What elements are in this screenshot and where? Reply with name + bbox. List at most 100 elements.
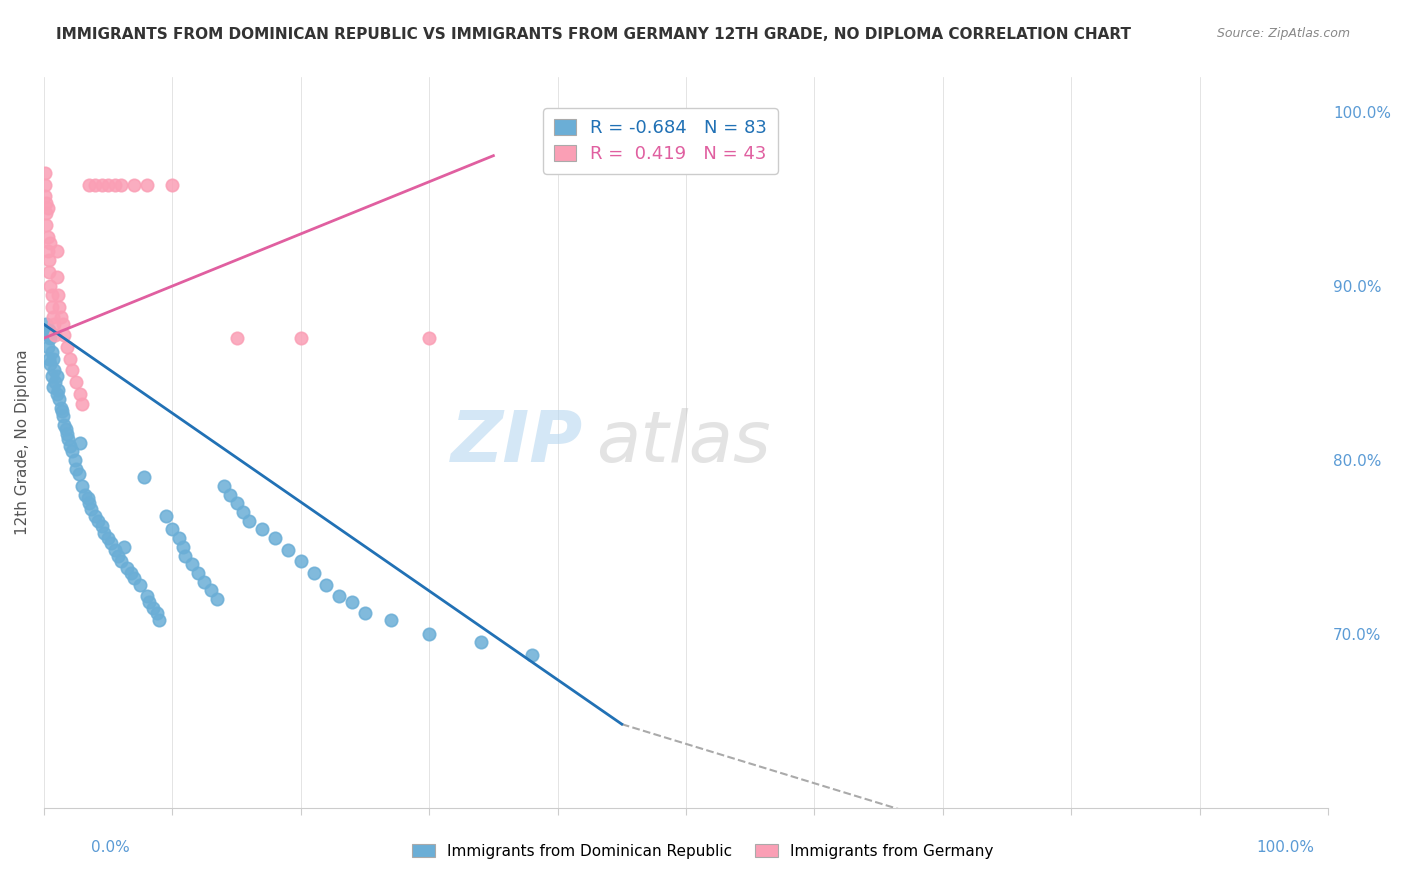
Point bbox=[51, 404, 73, 418]
Point bbox=[35, 195, 58, 210]
Point bbox=[37, 201, 59, 215]
Point bbox=[49, 310, 72, 325]
Point bbox=[380, 613, 402, 627]
Point bbox=[37, 327, 59, 342]
Point bbox=[73, 488, 96, 502]
Point bbox=[42, 352, 65, 367]
Point bbox=[302, 566, 325, 580]
Point bbox=[107, 549, 129, 563]
Point bbox=[110, 178, 132, 193]
Point bbox=[53, 418, 76, 433]
Point bbox=[44, 318, 66, 332]
Point bbox=[418, 331, 440, 345]
Point bbox=[65, 461, 87, 475]
Point bbox=[60, 444, 83, 458]
Point bbox=[277, 543, 299, 558]
Point bbox=[162, 178, 184, 193]
Point bbox=[207, 592, 229, 607]
Point bbox=[200, 583, 222, 598]
Point bbox=[84, 178, 107, 193]
Point bbox=[67, 467, 90, 481]
Point bbox=[180, 558, 202, 572]
Point bbox=[69, 387, 91, 401]
Point bbox=[52, 318, 75, 332]
Point bbox=[97, 178, 120, 193]
Point bbox=[44, 362, 66, 376]
Point bbox=[138, 595, 160, 609]
Text: 100.0%: 100.0% bbox=[1257, 840, 1315, 855]
Legend: R = -0.684   N = 83, R =  0.419   N = 43: R = -0.684 N = 83, R = 0.419 N = 43 bbox=[543, 108, 778, 174]
Point bbox=[34, 178, 56, 193]
Point bbox=[225, 496, 247, 510]
Point bbox=[55, 422, 77, 436]
Point bbox=[45, 369, 67, 384]
Point bbox=[35, 218, 58, 232]
Point bbox=[42, 310, 65, 325]
Point bbox=[84, 508, 107, 523]
Point bbox=[232, 505, 254, 519]
Point bbox=[354, 606, 377, 620]
Point bbox=[122, 178, 145, 193]
Point bbox=[34, 188, 56, 202]
Point bbox=[37, 244, 59, 259]
Point bbox=[80, 501, 103, 516]
Point bbox=[250, 523, 273, 537]
Point bbox=[41, 369, 63, 384]
Point bbox=[172, 540, 194, 554]
Point bbox=[48, 392, 70, 406]
Point bbox=[56, 340, 79, 354]
Point bbox=[122, 571, 145, 585]
Point bbox=[418, 626, 440, 640]
Text: Source: ZipAtlas.com: Source: ZipAtlas.com bbox=[1216, 27, 1350, 40]
Point bbox=[46, 384, 69, 398]
Point bbox=[38, 322, 60, 336]
Point bbox=[167, 531, 190, 545]
Point bbox=[132, 470, 155, 484]
Point bbox=[187, 566, 209, 580]
Point bbox=[290, 554, 312, 568]
Point bbox=[103, 178, 125, 193]
Point bbox=[35, 318, 58, 332]
Point bbox=[48, 300, 70, 314]
Point bbox=[129, 578, 152, 592]
Point bbox=[77, 178, 100, 193]
Point bbox=[44, 327, 66, 342]
Point bbox=[60, 362, 83, 376]
Point bbox=[44, 375, 66, 389]
Point bbox=[93, 525, 115, 540]
Point bbox=[148, 613, 170, 627]
Text: atlas: atlas bbox=[596, 408, 770, 477]
Point bbox=[135, 589, 157, 603]
Point bbox=[212, 479, 235, 493]
Point bbox=[103, 543, 125, 558]
Point bbox=[38, 265, 60, 279]
Point bbox=[112, 540, 135, 554]
Point bbox=[135, 178, 157, 193]
Point bbox=[290, 331, 312, 345]
Point bbox=[117, 560, 139, 574]
Point bbox=[49, 401, 72, 415]
Text: ZIP: ZIP bbox=[451, 408, 583, 477]
Point bbox=[38, 252, 60, 267]
Point bbox=[35, 206, 58, 220]
Text: 0.0%: 0.0% bbox=[91, 840, 131, 855]
Point bbox=[76, 491, 98, 505]
Y-axis label: 12th Grade, No Diploma: 12th Grade, No Diploma bbox=[15, 350, 30, 535]
Point bbox=[520, 648, 543, 662]
Point bbox=[110, 554, 132, 568]
Point bbox=[264, 531, 287, 545]
Point bbox=[225, 331, 247, 345]
Point bbox=[46, 287, 69, 301]
Point bbox=[340, 595, 363, 609]
Point bbox=[174, 549, 197, 563]
Point bbox=[34, 166, 56, 180]
Point bbox=[53, 327, 76, 342]
Point bbox=[37, 340, 59, 354]
Point bbox=[238, 514, 260, 528]
Point bbox=[38, 352, 60, 367]
Point bbox=[45, 387, 67, 401]
Point bbox=[97, 531, 120, 545]
Point bbox=[45, 244, 67, 259]
Point bbox=[41, 300, 63, 314]
Point bbox=[58, 432, 80, 446]
